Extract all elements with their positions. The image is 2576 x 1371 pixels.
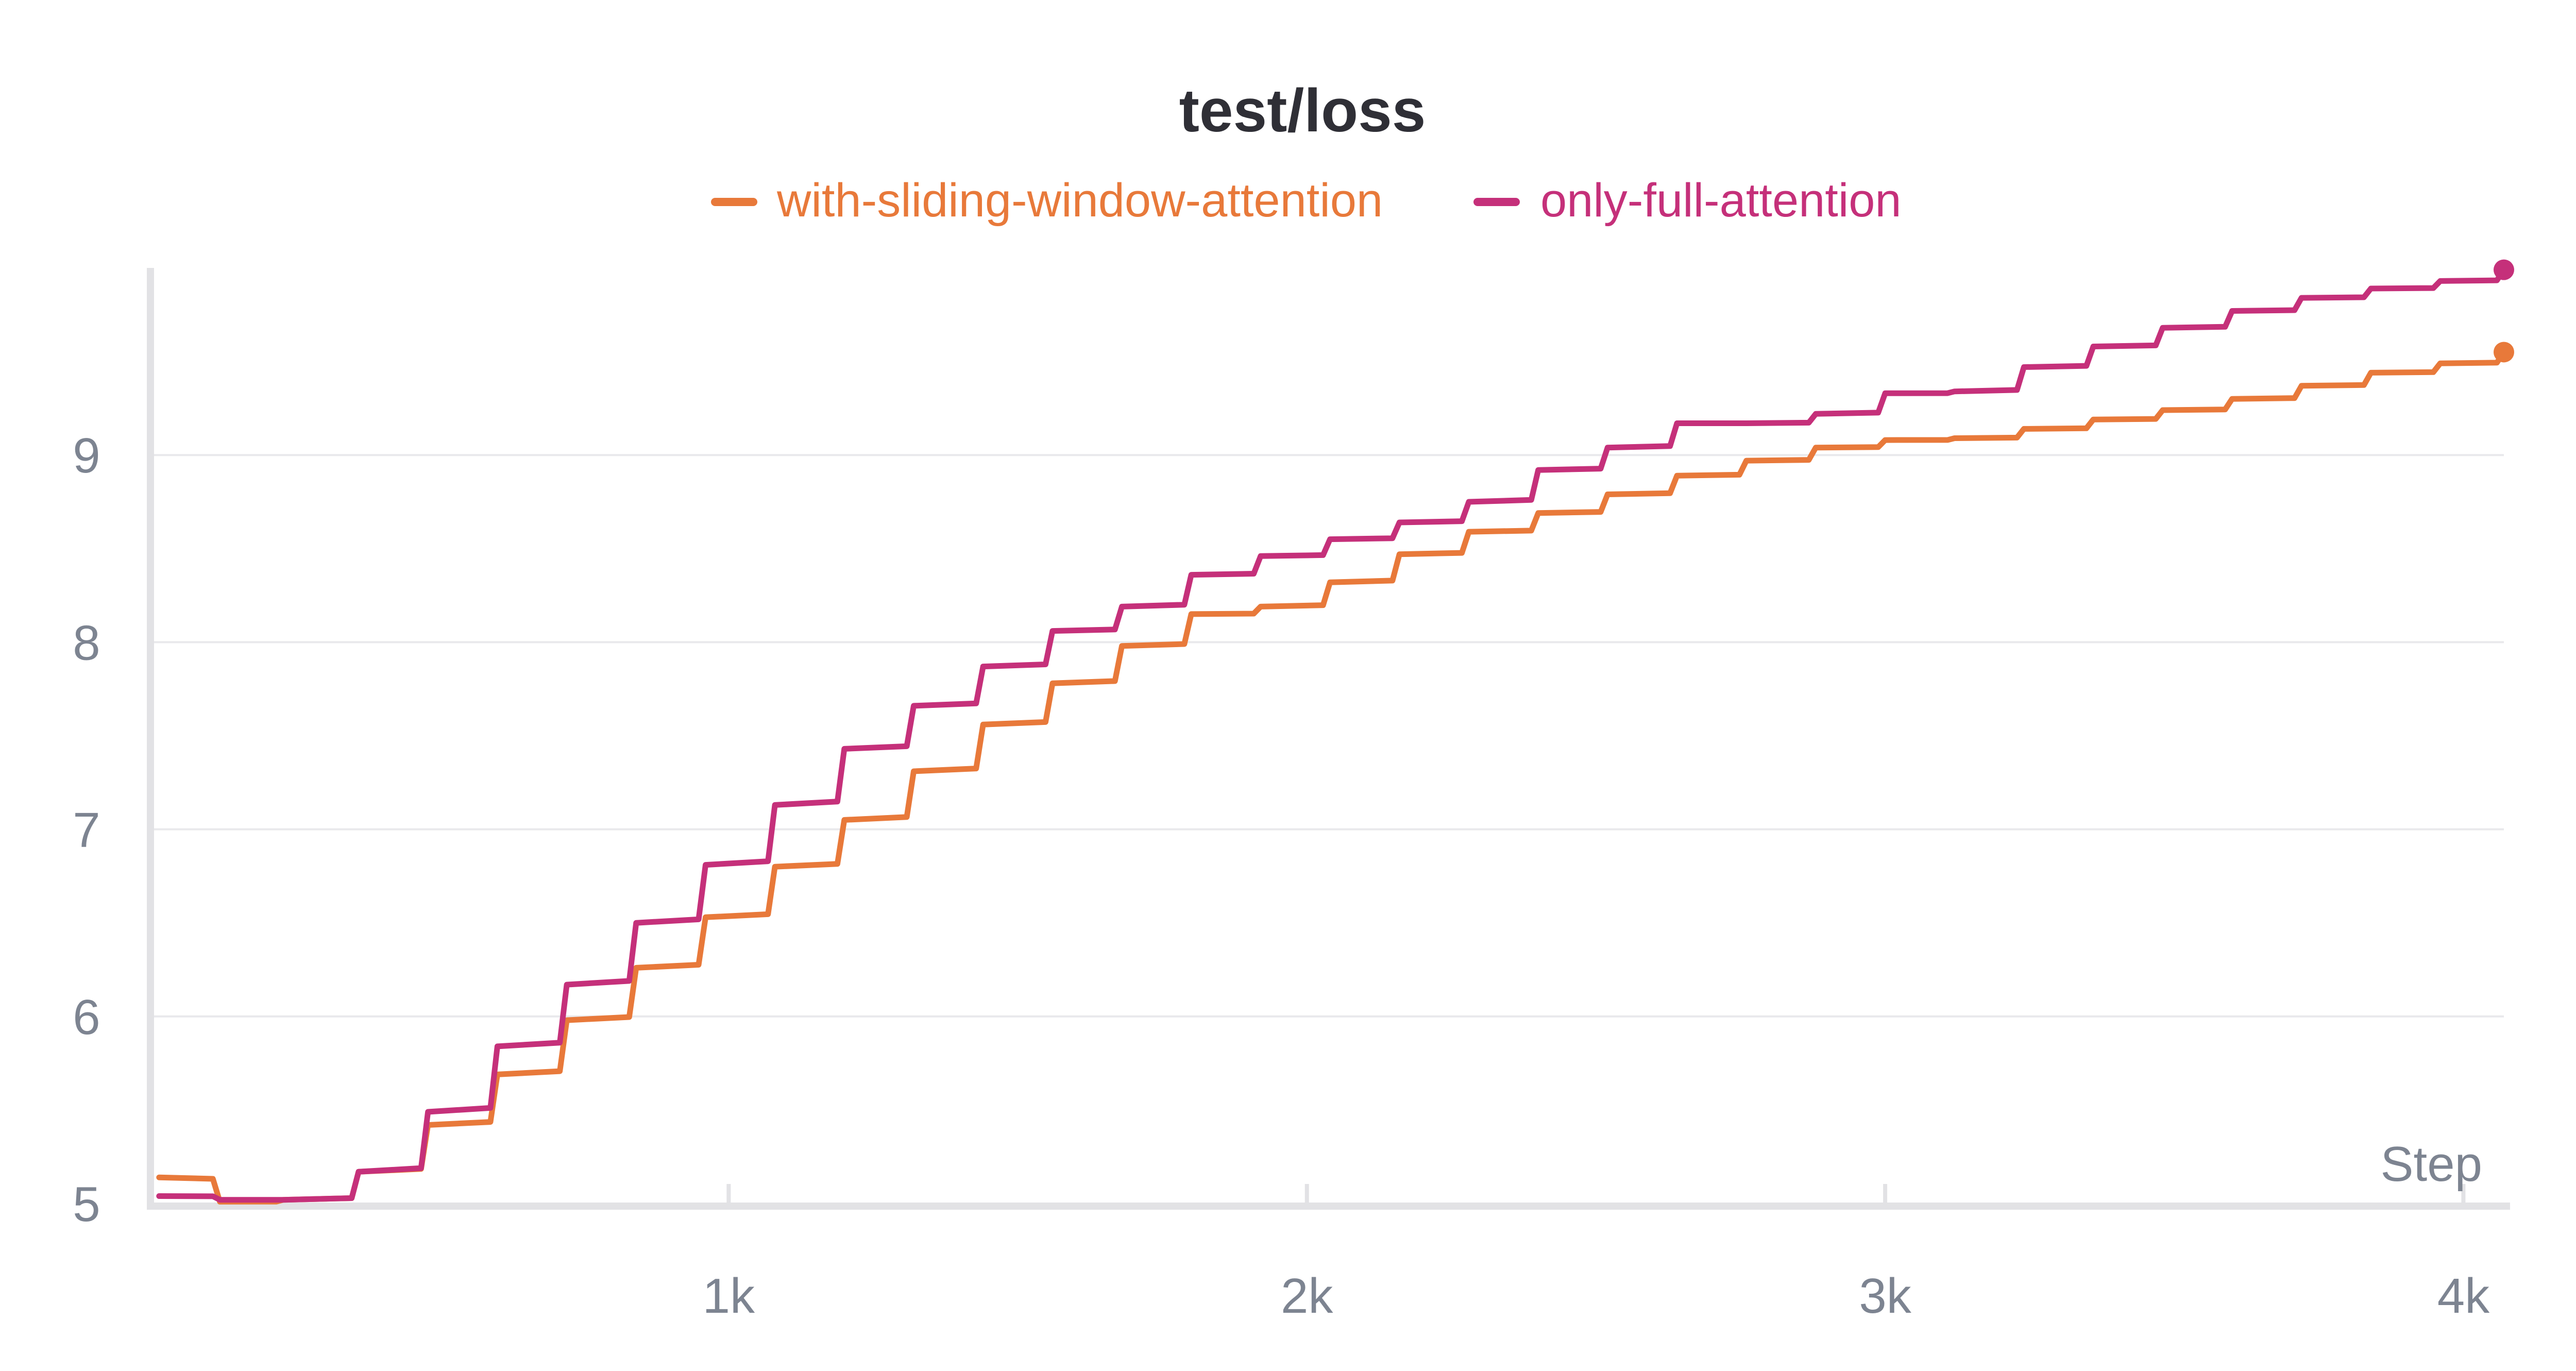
legend-item-sliding-window[interactable]: with-sliding-window-attention xyxy=(711,174,1383,227)
y-tick-label-9: 9 xyxy=(73,428,100,483)
grid xyxy=(150,454,2504,1018)
series-end-marker-1 xyxy=(2494,259,2514,280)
legend-item-full-attention[interactable]: only-full-attention xyxy=(1473,174,1902,227)
chart-title: test/loss xyxy=(1179,77,1426,145)
y-tick-label-6: 6 xyxy=(73,990,100,1045)
series-line-0 xyxy=(156,349,2507,1205)
x-tick-label-3000: 3k xyxy=(1859,1268,1911,1324)
axes xyxy=(147,268,2510,1210)
y-ticks: 5 6 7 8 9 xyxy=(73,428,100,1232)
series-line-1 xyxy=(156,267,2507,1203)
y-tick-label-5: 5 xyxy=(73,1177,100,1232)
series xyxy=(156,259,2514,1205)
legend-label-sliding-window: with-sliding-window-attention xyxy=(776,174,1383,227)
y-tick-label-8: 8 xyxy=(73,615,100,670)
y-tick-label-7: 7 xyxy=(73,803,100,858)
x-tick-label-4000: 4k xyxy=(2437,1268,2490,1324)
legend-label-full-attention: only-full-attention xyxy=(1540,174,1902,227)
series-end-marker-0 xyxy=(2494,342,2514,363)
x-ticks: 1k 2k 3k 4k xyxy=(703,1184,2490,1324)
x-axis-label: Step xyxy=(2381,1137,2482,1192)
x-tick-label-2000: 2k xyxy=(1281,1268,1333,1324)
legend[interactable]: with-sliding-window-attention only-full-… xyxy=(711,174,1902,227)
x-tick-label-1000: 1k xyxy=(703,1268,755,1324)
